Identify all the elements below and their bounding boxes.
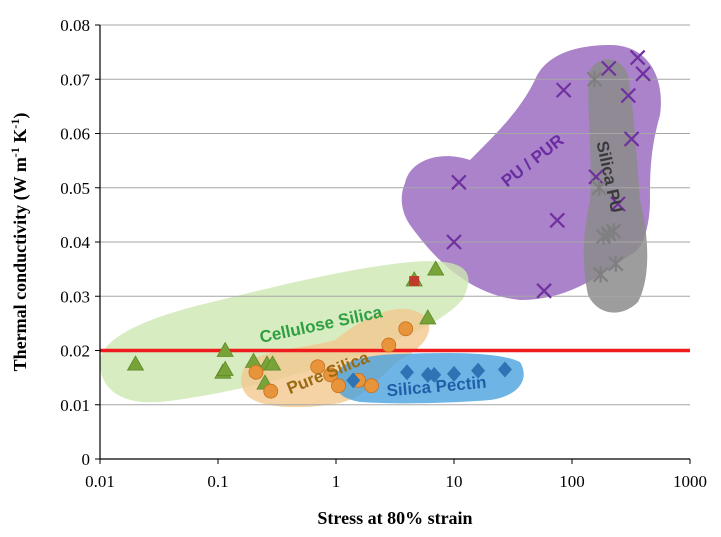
y-tick-label: 0.01 <box>60 396 90 415</box>
y-title-end: ) <box>10 113 31 119</box>
y-tick-label: 0.03 <box>60 287 90 306</box>
x-tick-label: 100 <box>559 472 585 491</box>
y-tick-label: 0.02 <box>60 342 90 361</box>
pure-silica-point <box>382 338 396 352</box>
regions-layer <box>100 45 661 407</box>
y-title-main: Thermal conductivity (W m <box>10 157 31 371</box>
x-tick-label: 1 <box>332 472 341 491</box>
pure-silica-point <box>249 365 263 379</box>
pure-silica-point <box>365 379 379 393</box>
pure-silica-point <box>399 322 413 336</box>
y-tick-label: 0.06 <box>60 125 90 144</box>
x-tick-label: 1000 <box>673 472 707 491</box>
x-tick-label: 0.01 <box>85 472 115 491</box>
x-tick-labels: 0.01 0.1 1 10 100 1000 <box>85 459 707 491</box>
y-tick-label: 0.07 <box>60 70 90 89</box>
y-title-sup2: -1 <box>8 119 22 129</box>
y-tick-labels: 0 0.01 0.02 0.03 0.04 0.05 0.06 0.07 0.08 <box>60 16 100 469</box>
extra-point <box>409 276 419 286</box>
x-axis-title: Stress at 80% strain <box>317 508 472 528</box>
y-tick-label: 0.05 <box>60 179 90 198</box>
y-axis-title: Thermal conductivity (W m-1 K-1) <box>8 113 31 372</box>
y-tick-label: 0 <box>82 450 91 469</box>
y-tick-label: 0.08 <box>60 16 90 35</box>
x-tick-label: 10 <box>446 472 463 491</box>
y-title-mid: K <box>10 129 30 148</box>
y-tick-label: 0.04 <box>60 233 90 252</box>
y-title-sup1: -1 <box>8 147 22 157</box>
pure-silica-point <box>264 384 278 398</box>
pure-silica-point <box>332 379 346 393</box>
x-tick-label: 0.1 <box>207 472 228 491</box>
